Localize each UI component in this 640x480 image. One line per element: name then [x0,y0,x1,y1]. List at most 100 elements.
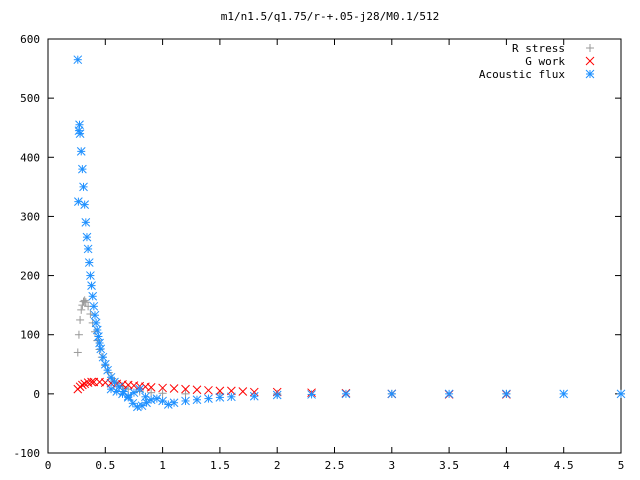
point-acoustic-flux [103,365,112,375]
chart-title: m1/n1.5/q1.75/r-+.05-j28/M0.1/512 [221,10,440,23]
point-acoustic-flux [86,271,95,280]
point-acoustic-flux [141,392,150,402]
point-g-work [158,383,167,393]
point-r-stress [80,296,89,305]
x-tick-label: 0.5 [95,459,115,472]
legend-label-r-stress: R stress [512,42,565,55]
point-acoustic-flux [90,310,100,320]
y-tick-label: 200 [20,270,40,283]
point-acoustic-flux [181,396,190,406]
point-acoustic-flux [82,232,92,242]
point-acoustic-flux [169,398,179,408]
point-acoustic-flux [502,389,511,399]
x-tick-label: 1.5 [210,459,230,472]
point-acoustic-flux [81,217,91,227]
point-acoustic-flux [249,391,259,401]
point-g-work [181,384,190,394]
legend-marker-acoustic-flux [585,69,595,79]
point-r-stress [79,297,88,306]
legend: R stress G work Acoustic flux [479,42,595,81]
point-g-work [87,377,96,387]
point-g-work [238,387,248,396]
y-axis: -100 0 100 200 300 400 500 600 [14,33,621,460]
x-tick-label: 4 [503,459,510,472]
point-acoustic-flux [128,398,138,408]
y-tick-label: 100 [20,329,40,342]
point-acoustic-flux [559,389,569,399]
point-r-stress [158,389,167,398]
x-tick-label: 5 [618,459,625,472]
point-acoustic-flux [87,281,96,290]
point-r-stress [74,330,83,339]
x-tick-label: 4.5 [554,459,574,472]
point-r-stress [73,348,82,357]
legend-label-g-work: G work [525,55,565,68]
point-g-work [192,385,202,395]
point-acoustic-flux [73,55,83,65]
point-acoustic-flux [106,372,116,382]
point-acoustic-flux [84,258,94,267]
point-r-stress [77,305,86,314]
point-acoustic-flux [79,182,88,192]
x-tick-label: 1 [159,459,166,472]
point-acoustic-flux [96,344,106,354]
point-acoustic-flux [272,390,282,400]
point-g-work [215,386,225,396]
point-r-stress [147,388,156,397]
point-g-work [204,385,213,395]
point-acoustic-flux [78,164,87,174]
point-acoustic-flux [215,393,225,402]
point-r-stress [86,310,95,319]
point-g-work [78,380,87,390]
point-acoustic-flux [133,402,142,412]
point-acoustic-flux [75,129,85,138]
point-acoustic-flux [123,391,133,401]
point-acoustic-flux [135,384,145,394]
point-acoustic-flux [616,389,626,399]
x-tick-label: 0 [45,459,52,472]
point-acoustic-flux [88,291,98,301]
point-acoustic-flux [100,359,110,369]
point-acoustic-flux [444,389,454,399]
point-acoustic-flux [76,147,86,156]
point-acoustic-flux [95,338,104,348]
y-tick-label: 300 [20,210,40,223]
x-axis: 0 0.5 1 1.5 2 2.5 3 3.5 4 4.5 5 [45,39,625,472]
point-acoustic-flux [387,389,397,399]
point-acoustic-flux [227,392,236,402]
y-tick-label: -100 [14,447,41,460]
y-tick-label: 600 [20,33,40,46]
point-g-work [169,384,179,393]
legend-markers [585,44,595,79]
legend-label-acoustic-flux: Acoustic flux [479,68,565,81]
point-r-stress [76,315,85,324]
point-acoustic-flux [341,389,351,399]
x-tick-label: 3.5 [439,459,459,472]
point-acoustic-flux [204,394,213,403]
x-tick-label: 3 [388,459,395,472]
y-tick-label: 0 [33,388,40,401]
series-layer [73,55,626,412]
point-acoustic-flux [91,318,101,328]
point-acoustic-flux [75,120,84,130]
point-acoustic-flux [163,400,173,409]
point-acoustic-flux [80,200,90,209]
series-acoustic-flux [73,55,626,412]
point-acoustic-flux [110,377,119,387]
point-acoustic-flux [98,352,108,362]
y-tick-label: 400 [20,151,40,164]
x-tick-label: 2.5 [325,459,345,472]
series-r-stress [73,296,625,398]
point-acoustic-flux [83,244,93,254]
legend-marker-r-stress [586,44,594,52]
point-acoustic-flux [307,390,316,399]
point-acoustic-flux [118,389,127,399]
point-g-work [80,379,90,389]
point-acoustic-flux [89,301,99,311]
legend-marker-g-work [585,56,595,66]
x-tick-label: 2 [274,459,281,472]
point-g-work [146,382,156,392]
point-r-stress [181,389,190,398]
point-g-work [249,387,259,397]
